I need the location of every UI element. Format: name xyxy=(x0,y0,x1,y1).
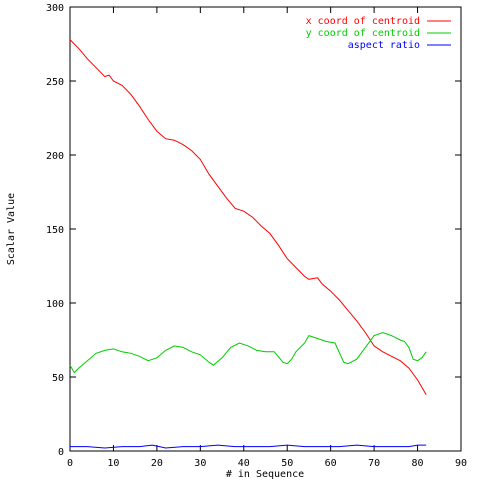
y-tick-label: 300 xyxy=(46,3,64,14)
x-axis-title: # in Sequence xyxy=(226,469,304,480)
axis-ticks: 0 10 20 30 40 50 60 70 80 90 0 50 100 150 200 250 300 xyxy=(46,3,467,469)
x-tick-label: 20 xyxy=(151,458,163,469)
y-tick-label: 250 xyxy=(46,77,64,88)
x-tick-label: 90 xyxy=(455,458,467,469)
legend-label: aspect ratio xyxy=(348,40,420,51)
y-tick-label: 150 xyxy=(46,225,64,236)
legend-label: x coord of centroid xyxy=(306,16,420,27)
y-tick-label: 200 xyxy=(46,151,64,162)
plot-frame xyxy=(69,6,462,452)
legend-label: y coord of centroid xyxy=(306,28,420,39)
y-tick-label: 50 xyxy=(52,373,64,384)
x-tick-label: 30 xyxy=(194,458,206,469)
x-tick-label: 70 xyxy=(368,458,380,469)
series-lines xyxy=(69,39,427,449)
series-line-3 xyxy=(70,444,427,449)
series-line-2 xyxy=(69,332,427,374)
x-tick-label: 10 xyxy=(107,458,119,469)
x-tick-label: 0 xyxy=(67,458,73,469)
y-tick-label: 100 xyxy=(46,299,64,310)
x-tick-label: 40 xyxy=(238,458,250,469)
y-tick-label: 0 xyxy=(58,447,64,458)
x-tick-label: 60 xyxy=(325,458,337,469)
x-tick-label: 50 xyxy=(281,458,293,469)
y-axis-title: Scalar Value xyxy=(6,193,17,265)
x-tick-label: 80 xyxy=(412,458,424,469)
series-line-1 xyxy=(69,39,427,396)
